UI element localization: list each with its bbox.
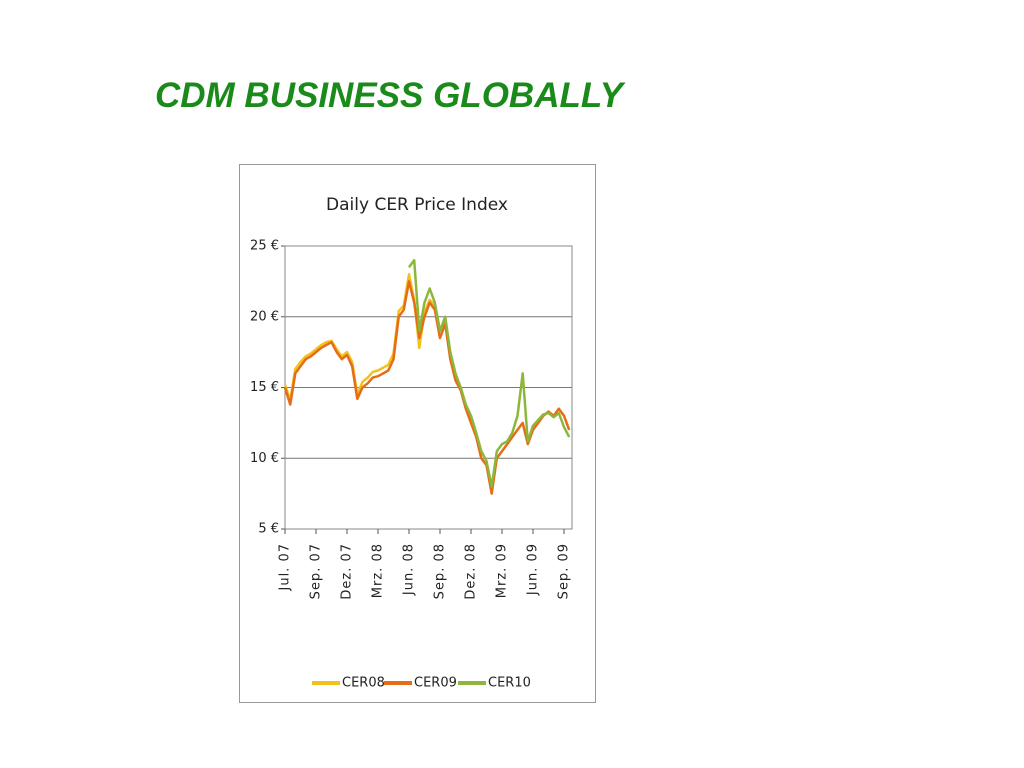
chart-title: Daily CER Price Index (326, 195, 508, 215)
x-tick-label: Mrz. 08 (371, 543, 386, 598)
y-tick-label: 10 € (250, 451, 279, 466)
x-tick-label: Sep. 09 (557, 543, 572, 599)
legend-label: CER08 (342, 676, 385, 691)
x-tick-label: Sep. 07 (309, 543, 324, 599)
y-tick-label: 25 € (250, 239, 279, 254)
x-tick-label: Dez. 07 (340, 543, 355, 600)
legend-label: CER09 (414, 676, 457, 691)
series-line (283, 280, 571, 495)
slide-title: CDM BUSINESS GLOBALLY (155, 76, 623, 115)
y-tick-label: 20 € (250, 309, 279, 324)
y-tick-label: 15 € (250, 380, 279, 395)
x-tick-label: Sep. 08 (433, 543, 448, 599)
x-tick-label: Dez. 08 (464, 543, 479, 600)
legend-label: CER10 (488, 676, 531, 691)
series-line (407, 258, 571, 488)
x-tick-label: Mrz. 09 (495, 543, 510, 598)
chart-frame (239, 164, 596, 703)
y-tick-label: 5 € (258, 522, 279, 537)
x-tick-label: Jul. 07 (278, 543, 293, 592)
x-tick-label: Jun. 09 (526, 543, 541, 596)
x-tick-label: Jun. 08 (402, 543, 417, 596)
